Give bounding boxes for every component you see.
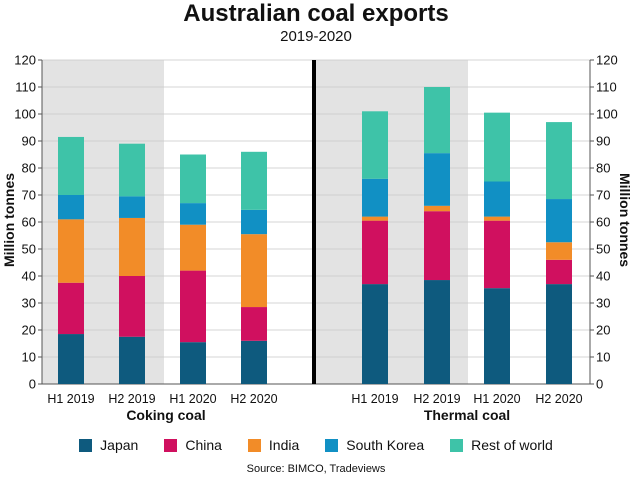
legend-item: Japan [79,437,138,453]
bar-segment [58,282,84,335]
y-tick-label-left: 60 [22,215,36,230]
y-tick-label-right: 70 [596,188,610,203]
legend-swatch [450,438,464,452]
bar-segment [119,196,145,218]
chart-title: Australian coal exports [183,0,449,27]
group-label: Thermal coal [424,407,510,423]
bar-segment [241,151,267,210]
y-tick-label-right: 50 [596,242,610,257]
x-tick-label: H2 2019 [413,392,460,406]
y-tick-label-left: 50 [22,242,36,257]
bar-segment [180,224,206,271]
legend-swatch [79,438,93,452]
legend-swatch [247,438,261,452]
bar-segment [362,111,388,179]
y-tick-label-left: 0 [29,377,36,392]
legend-swatch [164,438,178,452]
bar-segment [58,195,84,220]
legend-label: India [268,437,300,453]
bar-segment [180,154,206,204]
y-tick-label-right: 80 [596,161,610,176]
bar-segment [58,334,84,384]
y-tick-label-left: 100 [14,107,36,122]
y-tick-label-right: 10 [596,350,610,365]
bar-segment [180,203,206,225]
bar-segment [546,199,572,243]
bar-segment [484,220,510,289]
bar-segment [546,284,572,384]
legend-label: South Korea [346,437,425,453]
legend-label: Japan [100,437,139,453]
bar-segment [424,153,450,206]
legend-item: Rest of world [450,437,553,453]
bar-segment [424,205,450,212]
bar-segment [362,220,388,285]
bar-segment [546,122,572,200]
x-tick-label: H1 2020 [169,392,216,406]
legend-swatch [325,438,339,452]
y-tick-label-left: 110 [15,80,36,95]
y-tick-label-right: 100 [596,107,618,122]
group-label: Coking coal [126,407,205,423]
y-tick-label-right: 120 [596,53,618,68]
bar-segment [362,284,388,384]
y-tick-label-left: 30 [22,296,36,311]
y-tick-label-left: 40 [22,269,36,284]
y-tick-label-right: 40 [596,269,610,284]
y-tick-label-left: 20 [22,323,36,338]
bar-segment [484,288,510,384]
bar-segment [58,136,84,195]
bar-segment [484,112,510,182]
y-tick-label-right: 20 [596,323,610,338]
bar-segment [180,270,206,343]
bar-segment [119,217,145,276]
source-note: Source: BIMCO, Tradeviews [246,463,386,475]
y-tick-label-left: 10 [22,350,36,365]
x-tick-label: H1 2020 [473,392,520,406]
bar-segment [424,211,450,281]
bar-segment [180,342,206,384]
y-axis-label-left: Million tonnes [1,172,18,268]
bar-segment [241,307,267,341]
x-tick-label: H2 2020 [535,392,582,406]
y-tick-label-right: 90 [596,134,610,149]
y-tick-label-left: 120 [14,53,36,68]
bar-segment [241,340,267,384]
x-tick-label: H1 2019 [47,392,94,406]
y-tick-label-right: 0 [596,377,603,392]
y-axis-label-right: Million tonnes [617,172,632,268]
x-tick-label: H2 2020 [230,392,277,406]
legend-item: China [164,437,222,453]
bar-segment [362,178,388,217]
legend-item: India [247,437,300,453]
legend-item: South Korea [325,437,424,453]
bar-segment [484,216,510,221]
y-tick-label-left: 90 [22,134,36,149]
bar-segment [119,143,145,197]
y-tick-label-left: 70 [22,188,36,203]
bar-segment [119,276,145,337]
legend: Japan China India South Korea Rest of world [0,437,632,453]
legend-label: Rest of world [471,437,553,453]
y-tick-label-right: 110 [596,80,617,95]
bar-segment [484,181,510,217]
y-tick-label-left: 80 [22,161,36,176]
bar-segment [546,259,572,285]
legend-label: China [185,437,222,453]
chart-subtitle: 2019-2020 [280,28,352,45]
bar-segment [424,280,450,384]
bar-segment [424,87,450,154]
bar-segment [241,209,267,235]
y-tick-label-right: 30 [596,296,610,311]
y-tick-label-right: 60 [596,215,610,230]
bar-segment [58,219,84,283]
bar-segment [119,336,145,384]
bar-segment [546,242,572,260]
x-tick-label: H2 2019 [108,392,155,406]
x-tick-label: H1 2019 [351,392,398,406]
bar-segment [241,234,267,308]
bar-segment [362,216,388,221]
